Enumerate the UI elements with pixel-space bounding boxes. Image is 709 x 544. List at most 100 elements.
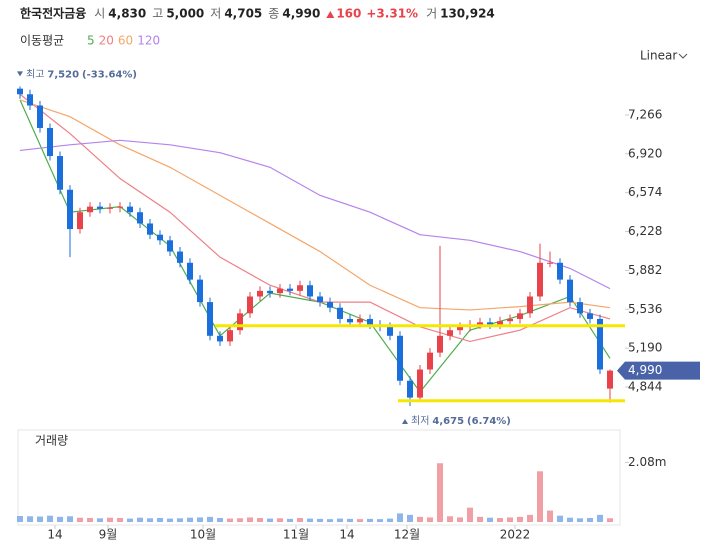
candle-body bbox=[347, 318, 353, 323]
candle-body bbox=[457, 326, 463, 331]
header-text: 130,924 bbox=[440, 7, 495, 21]
volume-bar bbox=[277, 518, 283, 522]
header-text: 4,830 bbox=[108, 7, 146, 21]
volume-bar bbox=[307, 518, 313, 522]
volume-bar bbox=[97, 518, 103, 522]
volume-bar bbox=[407, 514, 413, 522]
y-tick-label: 5,536 bbox=[628, 302, 662, 316]
y-tick-label: 6,920 bbox=[628, 146, 662, 160]
legend-entry: 120 bbox=[137, 34, 160, 48]
legend-entry: 20 bbox=[99, 34, 114, 48]
volume-bar bbox=[137, 517, 143, 522]
volume-bar bbox=[117, 517, 123, 522]
volume-bar bbox=[447, 516, 453, 522]
volume-bar bbox=[227, 518, 233, 522]
candle-body bbox=[217, 335, 223, 342]
candle-body bbox=[357, 318, 363, 323]
candle-body bbox=[137, 212, 143, 224]
volume-bar bbox=[47, 515, 53, 522]
candle-body bbox=[517, 313, 523, 319]
volume-bar bbox=[457, 517, 463, 522]
scale-menu[interactable]: Linear bbox=[640, 49, 677, 63]
extreme-note: 최저 bbox=[411, 415, 429, 427]
volume-bar bbox=[527, 514, 533, 522]
candle-body bbox=[447, 330, 453, 336]
candle-body bbox=[67, 189, 73, 230]
candle-body bbox=[227, 330, 233, 342]
candle-body bbox=[87, 206, 93, 213]
candle-body bbox=[107, 207, 113, 209]
candle-body bbox=[177, 251, 183, 263]
volume-bar bbox=[327, 519, 333, 522]
volume-bar bbox=[27, 516, 33, 522]
volume-bar bbox=[297, 517, 303, 522]
candle-body bbox=[97, 206, 103, 209]
legend-entry: 5 bbox=[87, 34, 95, 48]
x-tick-label: 9월 bbox=[99, 528, 118, 542]
volume-bar bbox=[557, 515, 563, 522]
volume-bar bbox=[357, 519, 363, 522]
volume-bar bbox=[87, 517, 93, 522]
volume-bar bbox=[427, 517, 433, 522]
volume-bar bbox=[347, 518, 353, 522]
y-tick-label: 6,228 bbox=[628, 224, 662, 238]
y-tick-label: 4,844 bbox=[628, 380, 662, 394]
x-tick-label: 12월 bbox=[394, 528, 420, 542]
header: 한국전자금융 시 4,830 고 5,000 저 4,705 종 4,990 160 +3.31% 거… bbox=[20, 6, 495, 21]
volume-bar bbox=[517, 516, 523, 522]
candle-body bbox=[497, 321, 503, 325]
volume-bar bbox=[207, 516, 213, 522]
candle-body bbox=[287, 288, 293, 291]
header-text: 종 bbox=[268, 7, 279, 21]
candle-body bbox=[277, 288, 283, 294]
candle-body bbox=[557, 262, 563, 280]
y-tick-label: 5,190 bbox=[628, 341, 662, 355]
ma-line bbox=[19, 93, 611, 343]
last-price-label: 4,990 bbox=[628, 363, 662, 377]
candle-body bbox=[207, 302, 213, 336]
volume-bar bbox=[17, 515, 23, 522]
volume-bar bbox=[577, 518, 583, 522]
volume-bar bbox=[387, 518, 393, 522]
candle-body bbox=[197, 279, 203, 303]
volume-bar bbox=[587, 517, 593, 522]
last-price-tag bbox=[617, 361, 700, 380]
candle-body bbox=[577, 302, 583, 314]
candle-body bbox=[47, 127, 53, 157]
volume-bar bbox=[317, 518, 323, 522]
candle-body bbox=[37, 105, 43, 128]
candle-body bbox=[327, 302, 333, 308]
x-tick-label: 10월 bbox=[190, 528, 216, 542]
candle-body bbox=[237, 313, 243, 331]
extreme-note: 4,675 bbox=[432, 416, 464, 427]
volume-bar bbox=[337, 518, 343, 522]
volume-bar bbox=[257, 517, 263, 522]
x-tick-label: 14 bbox=[47, 528, 62, 542]
dropdown-icon[interactable] bbox=[678, 53, 688, 59]
candle-body bbox=[507, 318, 513, 322]
candle-body bbox=[537, 262, 543, 297]
volume-bar bbox=[107, 517, 113, 522]
candle-body bbox=[567, 279, 573, 303]
ma-legend-title: 이동평균 bbox=[20, 34, 64, 48]
candle-body bbox=[127, 206, 133, 213]
x-tick-label: 2022 bbox=[500, 528, 531, 542]
volume-bar bbox=[507, 517, 513, 522]
candle-body bbox=[57, 156, 63, 190]
volume-bar bbox=[197, 517, 203, 522]
candle-body bbox=[337, 307, 343, 319]
candle-body bbox=[527, 296, 533, 314]
header-text: 4,990 bbox=[282, 7, 320, 21]
volume-bar bbox=[377, 519, 383, 522]
volume-bar bbox=[37, 516, 43, 522]
candle-body bbox=[607, 370, 613, 389]
volume-bar bbox=[237, 518, 243, 522]
header-text: 고 bbox=[152, 7, 163, 21]
candle-body bbox=[247, 296, 253, 314]
volume-bar bbox=[247, 517, 253, 522]
volume-bar bbox=[127, 518, 133, 522]
volume-bar bbox=[177, 518, 183, 522]
volume-bar bbox=[417, 516, 423, 522]
volume-bar bbox=[217, 517, 223, 522]
volume-bar bbox=[167, 518, 173, 522]
